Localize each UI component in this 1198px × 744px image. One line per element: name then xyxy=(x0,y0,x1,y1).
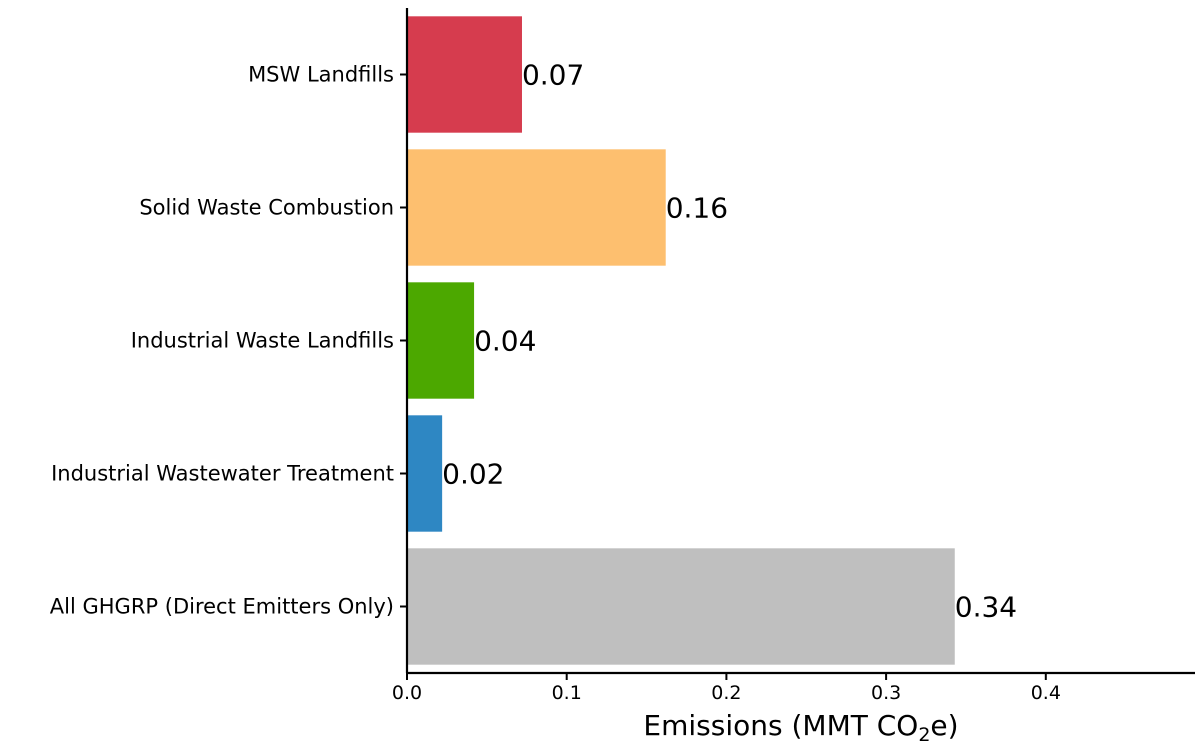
data-label-all-ghgrp-direct-emitters-only: 0.34 xyxy=(955,591,1017,624)
bar-msw-landfills xyxy=(408,16,522,133)
bar-industrial-wastewater-treatment xyxy=(408,415,443,532)
x-ticks: 0.0 0.1 0.2 0.3 0.4 xyxy=(392,673,1061,704)
data-label-solid-waste-combustion: 0.16 xyxy=(666,192,728,225)
y-tick-label-industrial-wastewater-treatment: Industrial Wastewater Treatment xyxy=(51,462,394,486)
data-label-industrial-wastewater-treatment: 0.02 xyxy=(442,458,504,491)
x-tick-label: 0.3 xyxy=(871,682,901,704)
x-tick-label: 0.1 xyxy=(552,682,582,704)
y-tick-label-industrial-waste-landfills: Industrial Waste Landfills xyxy=(131,329,394,353)
x-tick-label: 0.4 xyxy=(1031,682,1061,704)
y-tick-label-solid-waste-combustion: Solid Waste Combustion xyxy=(139,196,394,220)
x-axis: 0.0 0.1 0.2 0.3 0.4 xyxy=(392,671,1195,704)
bar-solid-waste-combustion xyxy=(408,149,666,266)
bars xyxy=(408,16,955,665)
x-axis-title: Emissions (MMT CO2e) xyxy=(643,709,958,744)
x-tick-label: 0.2 xyxy=(711,682,741,704)
y-tick-label-all-ghgrp-direct-emitters-only: All GHGRP (Direct Emitters Only) xyxy=(50,595,394,619)
data-label-industrial-waste-landfills: 0.04 xyxy=(474,325,536,358)
y-tick-label-msw-landfills: MSW Landfills xyxy=(248,63,394,87)
data-label-msw-landfills: 0.07 xyxy=(522,59,584,92)
y-ticks: MSW Landfills Solid Waste Combustion Indus… xyxy=(50,63,407,619)
y-axis: MSW Landfills Solid Waste Combustion Indus… xyxy=(50,8,409,673)
data-labels: 0.07 0.16 0.04 0.02 0.34 xyxy=(442,59,1017,624)
bar-all-ghgrp-direct-emitters-only xyxy=(408,548,955,665)
bar-industrial-waste-landfills xyxy=(408,282,475,399)
x-tick-label: 0.0 xyxy=(392,682,422,704)
